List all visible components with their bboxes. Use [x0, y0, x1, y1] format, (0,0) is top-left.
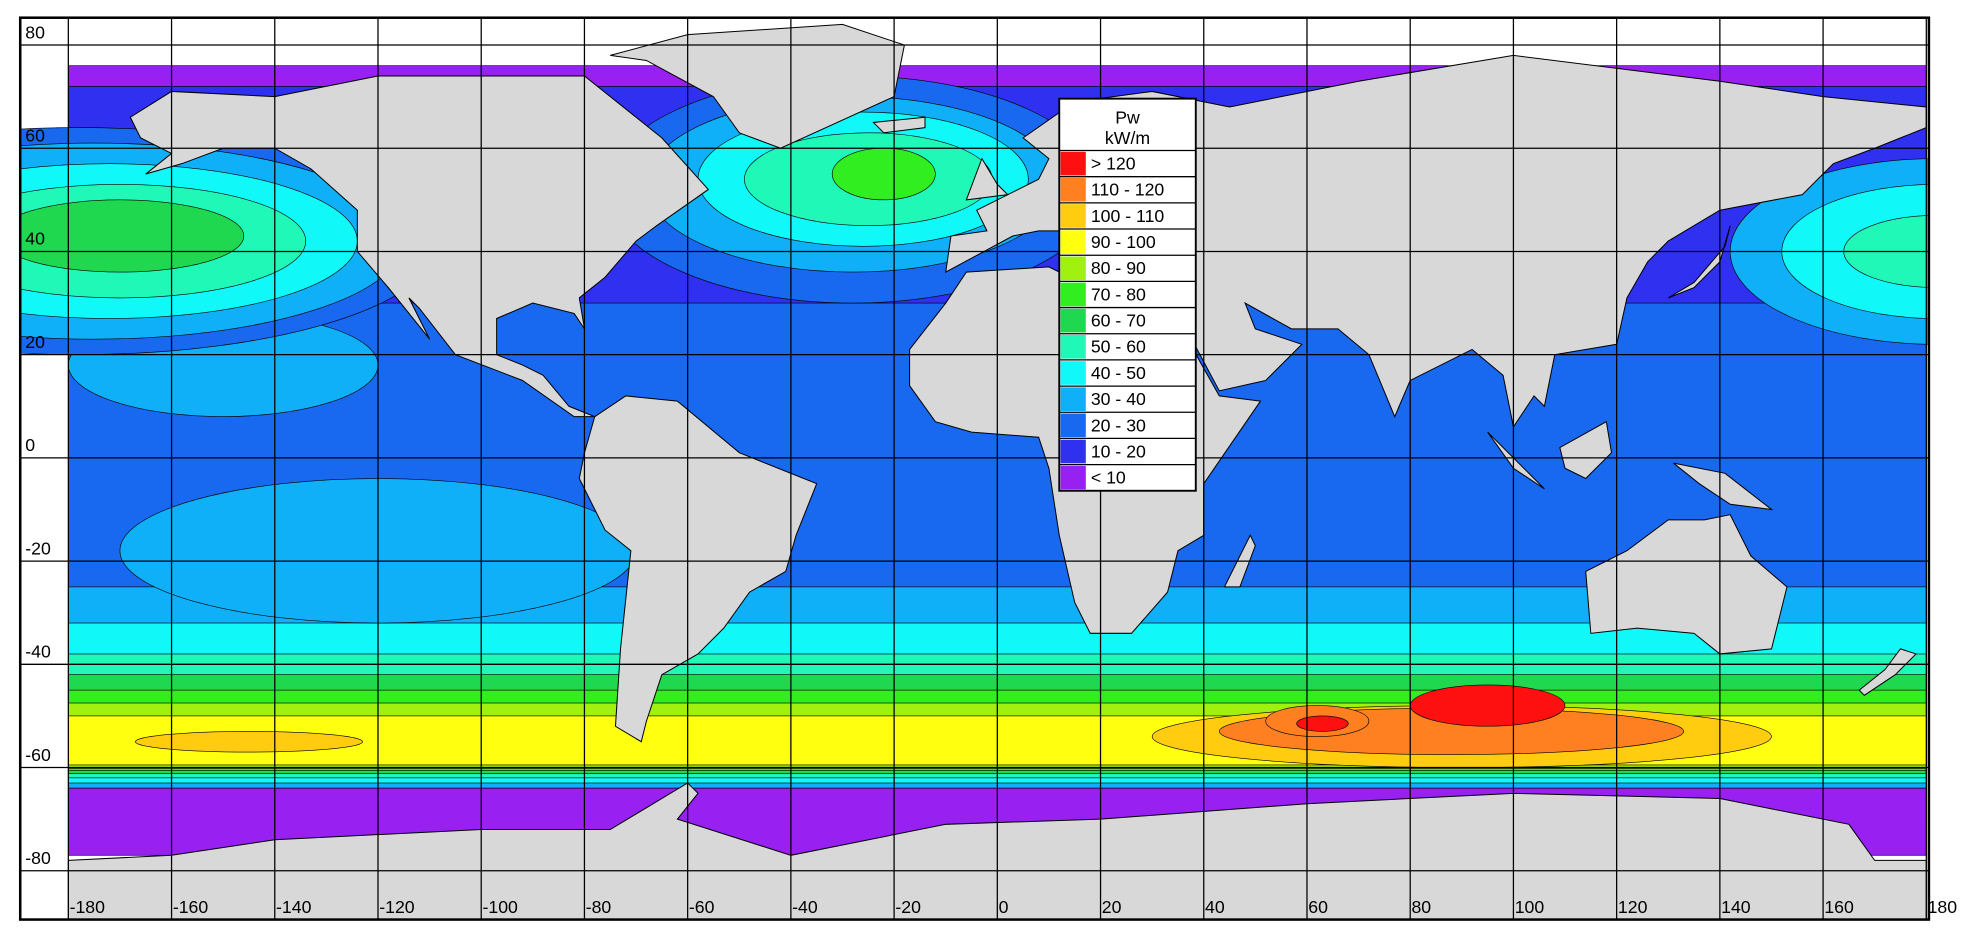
legend-title: Pw — [1115, 108, 1140, 128]
legend-unit: kW/m — [1105, 128, 1150, 148]
longitude-label: 120 — [1618, 897, 1648, 917]
longitude-label: -60 — [689, 897, 715, 917]
longitude-label: -20 — [895, 897, 921, 917]
iceland — [872, 116, 926, 134]
graticule: 80 60 40 20 0 -20 -40 -60 -80 -180 -160 -140 -120 -10… — [20, 17, 1958, 920]
new-guinea — [1673, 462, 1774, 511]
legend-swatch — [1060, 204, 1086, 228]
latitude-label: -40 — [25, 642, 51, 662]
legend-swatch — [1060, 439, 1086, 464]
borneo — [1559, 420, 1613, 480]
latitude-label: 80 — [25, 22, 45, 42]
latitude-label: 0 — [25, 435, 35, 455]
power-zone — [135, 731, 363, 753]
longitude-label: -40 — [792, 897, 818, 917]
power-zone — [831, 147, 936, 201]
legend-label: > 120 — [1091, 154, 1136, 174]
longitude-label: -140 — [276, 897, 312, 917]
longitude-label: -120 — [379, 897, 415, 917]
latitude-label: 40 — [25, 229, 45, 249]
legend-swatch — [1060, 308, 1086, 333]
longitude-label: -180 — [70, 897, 106, 917]
longitude-label: 60 — [1308, 897, 1328, 917]
legend-swatch — [1060, 282, 1086, 307]
power-zone — [21, 199, 245, 273]
legend-label: 110 - 120 — [1091, 180, 1165, 200]
legend-swatch — [1060, 230, 1086, 254]
legend-swatch — [1060, 465, 1086, 490]
legend-label: 100 - 110 — [1091, 206, 1165, 226]
legend-swatch — [1060, 177, 1086, 202]
legend-swatch — [1060, 256, 1086, 281]
legend-label: 40 - 50 — [1091, 363, 1146, 383]
latitude-label: 20 — [25, 332, 45, 352]
longitude-label: 180 — [1928, 897, 1958, 917]
latitude-label: -20 — [25, 538, 51, 558]
longitude-label: -100 — [482, 897, 518, 917]
south-america — [578, 395, 818, 743]
longitude-label: 80 — [1411, 897, 1431, 917]
power-zone — [1409, 684, 1566, 727]
sumatra — [1487, 431, 1545, 490]
legend-swatch — [1060, 387, 1086, 411]
latitude-label: -80 — [25, 848, 51, 868]
legend-label: 20 - 30 — [1091, 415, 1146, 435]
legend-swatch — [1060, 151, 1086, 176]
legend-swatch — [1060, 334, 1086, 359]
greenland — [610, 23, 905, 149]
north-america — [129, 75, 710, 418]
legend-swatch — [1060, 361, 1086, 385]
longitude-label: 20 — [1102, 897, 1122, 917]
legend-label: 90 - 100 — [1091, 232, 1156, 252]
legend-label: 10 - 20 — [1091, 441, 1146, 461]
australia — [1585, 514, 1788, 655]
longitude-label: 140 — [1721, 897, 1751, 917]
legend-swatch — [1060, 413, 1086, 438]
legend: Pw kW/m > 120 110 - 120 100 - 110 90 - 100 8… — [1058, 97, 1197, 492]
latitude-label: 60 — [25, 126, 45, 146]
legend-label: 50 - 60 — [1091, 337, 1146, 357]
map-frame — [18, 16, 1931, 921]
legend-label: 30 - 40 — [1091, 389, 1146, 409]
longitude-label: 100 — [1515, 897, 1545, 917]
longitude-label: 0 — [999, 897, 1009, 917]
longitude-label: 160 — [1824, 897, 1854, 917]
legend-label: 70 - 80 — [1091, 284, 1146, 304]
longitude-label: 40 — [1205, 897, 1225, 917]
legend-label: 80 - 90 — [1091, 258, 1146, 278]
legend-label: < 10 — [1091, 468, 1126, 488]
new-zealand — [1858, 648, 1917, 696]
longitude-label: -80 — [586, 897, 612, 917]
legend-label: 60 - 70 — [1091, 311, 1146, 331]
power-zone — [1296, 715, 1349, 732]
japan — [1668, 225, 1731, 299]
longitude-label: -160 — [173, 897, 209, 917]
latitude-label: -60 — [25, 745, 51, 765]
